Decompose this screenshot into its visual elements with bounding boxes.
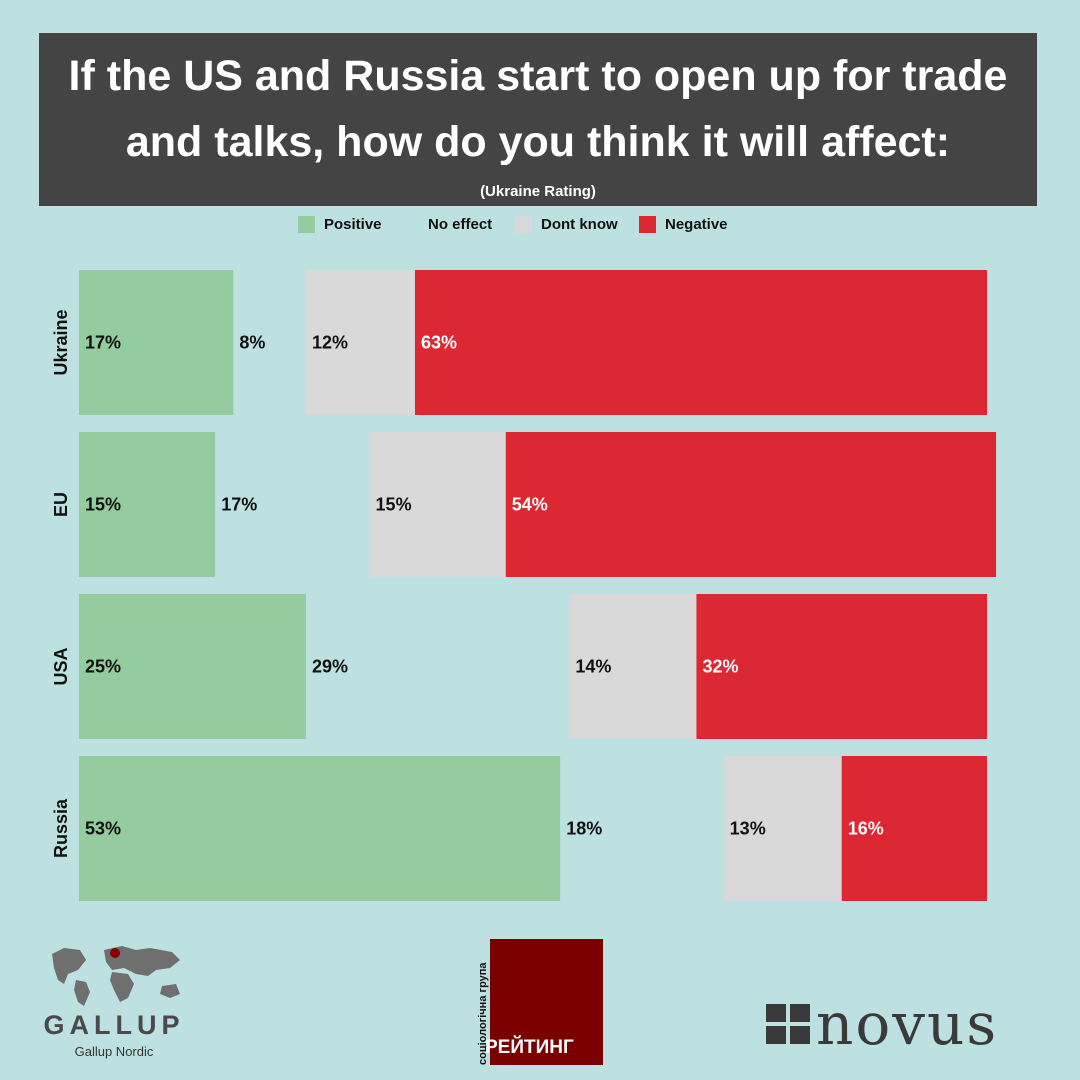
bar-ukraine-no-effect <box>233 270 306 415</box>
legend-swatch-dont-know <box>515 215 532 233</box>
gallup-logo: GALLUP Gallup Nordic <box>24 940 204 1065</box>
bar-russia-dont-know <box>723 756 842 901</box>
legend: Positive No effect Dont know Negative <box>0 213 1080 235</box>
value-label-usa-positive: 25% <box>85 657 121 677</box>
chart-title: If the US and Russia start to open up fo… <box>68 52 1008 166</box>
novus-logo: novus <box>766 994 1046 1054</box>
bar-russia-positive <box>79 756 561 901</box>
legend-item-dont-know: Dont know <box>515 213 618 235</box>
bar-usa-negative <box>696 594 987 739</box>
bar-usa-positive <box>79 594 306 739</box>
legend-label-dont-know: Dont know <box>541 215 618 233</box>
bar-eu-no-effect <box>215 432 370 577</box>
value-label-eu-positive: 15% <box>85 495 121 515</box>
legend-label-no-effect: No effect <box>428 215 493 233</box>
value-label-ukraine-no-effect: 8% <box>239 333 265 353</box>
value-label-russia-positive: 53% <box>85 819 121 839</box>
value-label-ukraine-dont-know: 12% <box>312 333 348 353</box>
bar-ukraine-dont-know <box>306 270 415 415</box>
chart-subtitle: (Ukraine Rating) <box>480 183 596 200</box>
category-label-russia: Russia <box>51 798 71 858</box>
bar-usa-no-effect <box>306 594 570 739</box>
value-label-ukraine-positive: 17% <box>85 333 121 353</box>
gallup-wordmark: GALLUP <box>43 1010 185 1040</box>
value-label-russia-negative: 16% <box>848 819 884 839</box>
value-label-usa-dont-know: 14% <box>575 657 611 677</box>
value-label-eu-dont-know: 15% <box>376 495 412 515</box>
bar-eu-negative <box>505 432 997 577</box>
legend-item-negative: Negative <box>639 213 728 235</box>
value-label-usa-negative: 32% <box>702 657 738 677</box>
value-label-eu-no-effect: 17% <box>221 495 257 515</box>
rating-logo: соціологічна група РЕЙТИНГ <box>476 939 603 1065</box>
legend-label-positive: Positive <box>324 215 382 233</box>
value-label-eu-negative: 54% <box>512 495 548 515</box>
value-label-ukraine-negative: 63% <box>421 333 457 353</box>
value-label-usa-no-effect: 29% <box>312 657 348 677</box>
bar-eu-positive <box>79 432 216 577</box>
bar-russia-no-effect <box>560 756 724 901</box>
title-box: If the US and Russia start to open up fo… <box>39 33 1037 206</box>
legend-label-negative: Negative <box>665 215 728 233</box>
value-label-russia-dont-know: 13% <box>730 819 766 839</box>
bar-russia-negative <box>841 756 987 901</box>
legend-item-no-effect: No effect <box>402 213 492 235</box>
novus-mark-icon <box>766 1004 810 1044</box>
legend-swatch-positive <box>298 215 315 233</box>
legend-swatch-negative <box>639 215 656 233</box>
bar-ukraine-negative <box>414 270 988 415</box>
bar-eu-dont-know <box>369 432 506 577</box>
value-label-russia-no-effect: 18% <box>566 819 602 839</box>
category-label-ukraine: Ukraine <box>51 309 71 375</box>
gallup-subtitle: Gallup Nordic <box>74 1044 154 1059</box>
category-label-usa: USA <box>51 647 71 685</box>
legend-item-positive: Positive <box>298 213 382 235</box>
rating-wordmark: РЕЙТИНГ <box>485 1037 574 1058</box>
world-map-icon <box>52 946 180 1006</box>
location-dot-icon <box>110 948 120 958</box>
bar-ukraine-positive <box>79 270 234 415</box>
bar-usa-dont-know <box>569 594 697 739</box>
category-label-eu: EU <box>51 492 71 517</box>
novus-wordmark: novus <box>816 990 999 1058</box>
